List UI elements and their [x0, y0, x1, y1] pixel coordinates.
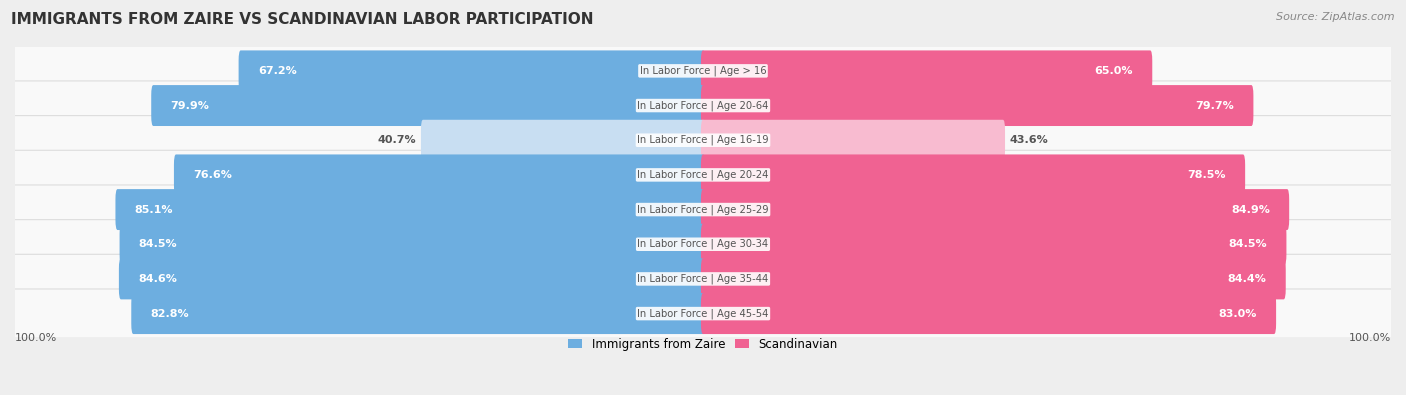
Text: In Labor Force | Age 20-24: In Labor Force | Age 20-24	[637, 169, 769, 180]
Text: 83.0%: 83.0%	[1219, 308, 1257, 319]
FancyBboxPatch shape	[702, 51, 1153, 91]
FancyBboxPatch shape	[120, 258, 704, 299]
FancyBboxPatch shape	[13, 46, 1393, 96]
Text: In Labor Force | Age > 16: In Labor Force | Age > 16	[640, 66, 766, 76]
Text: In Labor Force | Age 45-54: In Labor Force | Age 45-54	[637, 308, 769, 319]
FancyBboxPatch shape	[420, 120, 704, 161]
Text: 43.6%: 43.6%	[1010, 135, 1049, 145]
FancyBboxPatch shape	[702, 120, 1005, 161]
FancyBboxPatch shape	[13, 81, 1393, 130]
FancyBboxPatch shape	[13, 289, 1393, 338]
FancyBboxPatch shape	[115, 189, 704, 230]
FancyBboxPatch shape	[120, 224, 704, 265]
FancyBboxPatch shape	[702, 293, 1277, 334]
Text: In Labor Force | Age 35-44: In Labor Force | Age 35-44	[637, 274, 769, 284]
Text: 79.9%: 79.9%	[170, 101, 209, 111]
Text: 65.0%: 65.0%	[1094, 66, 1133, 76]
FancyBboxPatch shape	[702, 258, 1285, 299]
Text: In Labor Force | Age 16-19: In Labor Force | Age 16-19	[637, 135, 769, 145]
Text: 82.8%: 82.8%	[150, 308, 190, 319]
FancyBboxPatch shape	[13, 116, 1393, 165]
Text: Source: ZipAtlas.com: Source: ZipAtlas.com	[1277, 12, 1395, 22]
Text: 40.7%: 40.7%	[377, 135, 416, 145]
FancyBboxPatch shape	[152, 85, 704, 126]
FancyBboxPatch shape	[13, 150, 1393, 199]
FancyBboxPatch shape	[702, 189, 1289, 230]
Text: 84.4%: 84.4%	[1227, 274, 1267, 284]
FancyBboxPatch shape	[13, 185, 1393, 234]
Text: 100.0%: 100.0%	[1348, 333, 1391, 343]
Legend: Immigrants from Zaire, Scandinavian: Immigrants from Zaire, Scandinavian	[564, 333, 842, 355]
FancyBboxPatch shape	[702, 85, 1253, 126]
Text: In Labor Force | Age 25-29: In Labor Force | Age 25-29	[637, 204, 769, 215]
FancyBboxPatch shape	[13, 220, 1393, 269]
FancyBboxPatch shape	[239, 51, 704, 91]
FancyBboxPatch shape	[702, 224, 1286, 265]
Text: 84.6%: 84.6%	[138, 274, 177, 284]
Text: 84.5%: 84.5%	[1229, 239, 1267, 249]
Text: 100.0%: 100.0%	[15, 333, 58, 343]
Text: In Labor Force | Age 30-34: In Labor Force | Age 30-34	[637, 239, 769, 250]
Text: 78.5%: 78.5%	[1188, 170, 1226, 180]
Text: IMMIGRANTS FROM ZAIRE VS SCANDINAVIAN LABOR PARTICIPATION: IMMIGRANTS FROM ZAIRE VS SCANDINAVIAN LA…	[11, 12, 593, 27]
FancyBboxPatch shape	[131, 293, 704, 334]
Text: In Labor Force | Age 20-64: In Labor Force | Age 20-64	[637, 100, 769, 111]
Text: 84.9%: 84.9%	[1232, 205, 1270, 214]
Text: 84.5%: 84.5%	[139, 239, 177, 249]
FancyBboxPatch shape	[174, 154, 704, 196]
Text: 85.1%: 85.1%	[135, 205, 173, 214]
Text: 76.6%: 76.6%	[193, 170, 232, 180]
FancyBboxPatch shape	[13, 254, 1393, 303]
FancyBboxPatch shape	[702, 154, 1246, 196]
Text: 79.7%: 79.7%	[1195, 101, 1234, 111]
Text: 67.2%: 67.2%	[257, 66, 297, 76]
